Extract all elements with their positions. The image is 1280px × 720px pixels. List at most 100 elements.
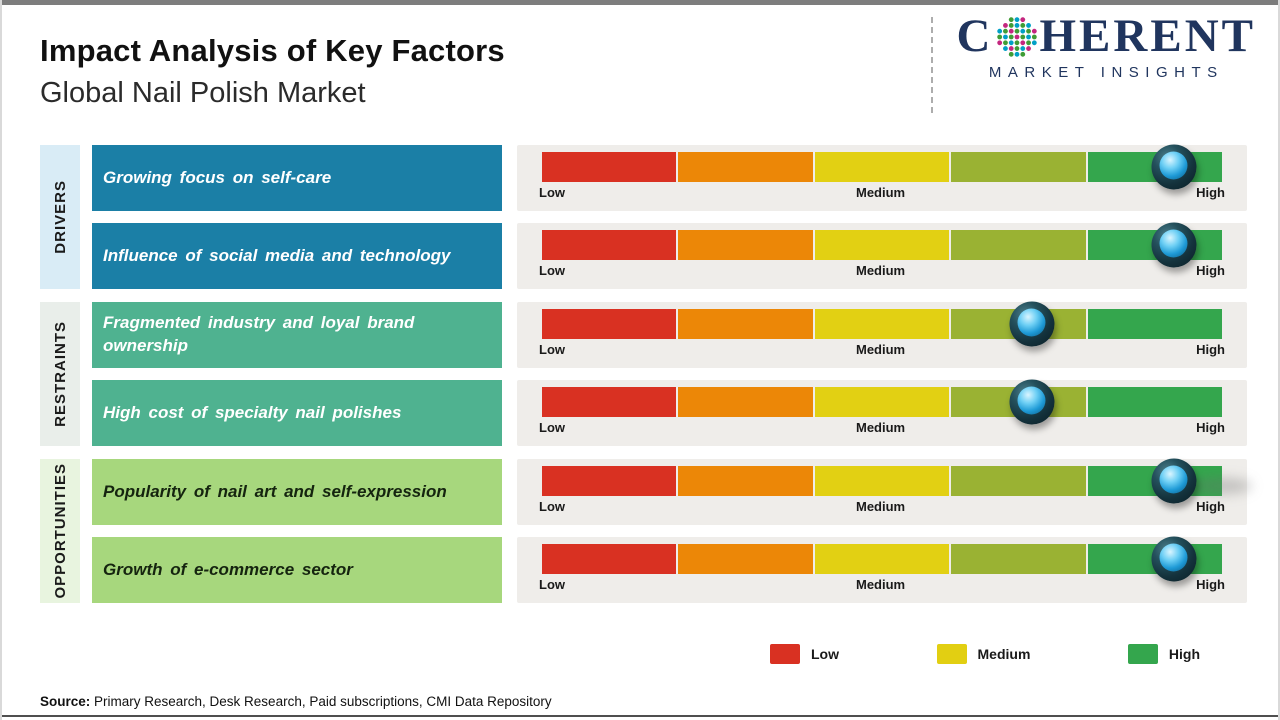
scale-labels: Low Medium High: [539, 577, 1225, 592]
factor-row: Growth of e-commerce sector Low: [92, 536, 1247, 603]
legend-item-high: High: [1127, 644, 1200, 664]
header-divider: [930, 17, 933, 113]
bar-segment-low: [542, 152, 677, 182]
factor-box: Popularity of nail art and self-expressi…: [92, 459, 502, 525]
scale-label-low: Low: [539, 499, 565, 514]
bar-segment-medium: [814, 466, 950, 496]
group-restraints: RESTRAINTS Fragmented industry and loyal…: [40, 301, 1247, 446]
factor-box: Fragmented industry and loyal brand owne…: [92, 302, 502, 368]
scale-labels: Low Medium High: [539, 263, 1225, 278]
legend-swatch-medium: [936, 644, 967, 664]
category-label-opportunities: OPPORTUNITIES: [51, 463, 69, 599]
scale-label-medium: Medium: [855, 577, 906, 592]
impact-marker: [1009, 379, 1055, 425]
impact-bar-panel: Low Medium High: [517, 536, 1247, 603]
bar-segment-low-mid: [678, 466, 813, 496]
scale-label-high: High: [1196, 185, 1225, 200]
group-opportunities: OPPORTUNITIES Popularity of nail art and…: [40, 458, 1252, 603]
factor-box: Growing focus on self-care: [92, 145, 502, 211]
bar-segment-low-mid: [678, 387, 813, 417]
logo-letters-herent: HERENT: [1039, 10, 1256, 62]
bar-segment-high: [1087, 309, 1223, 339]
legend-item-medium: Medium: [936, 644, 1031, 664]
page-subtitle: Global Nail Polish Market: [40, 77, 366, 109]
impact-marker: [1151, 536, 1197, 582]
scale-label-low: Low: [539, 420, 565, 435]
impact-marker-core: [1159, 151, 1188, 180]
top-border-bar: [2, 0, 1278, 5]
scale-label-low: Low: [539, 185, 565, 200]
impact-bar: [542, 379, 1223, 425]
impact-marker-core: [1159, 543, 1188, 572]
legend: Low Medium High: [770, 644, 1200, 664]
legend-label-high: High: [1168, 646, 1200, 662]
impact-bar: [542, 222, 1223, 268]
scale-label-medium: Medium: [855, 342, 906, 357]
bar-segment-mid-high: [951, 466, 1086, 496]
factor-row: High cost of specialty nail polishes: [92, 379, 1247, 446]
impact-marker-core: [1017, 308, 1046, 337]
impact-chart: DRIVERS Growing focus on self-care: [40, 144, 1252, 603]
header: Impact Analysis of Key Factors Global Na…: [2, 5, 1278, 140]
scale-label-high: High: [1196, 499, 1225, 514]
impact-bar: [542, 144, 1223, 190]
factor-label: Popularity of nail art and self-expressi…: [103, 481, 447, 501]
category-strip-restraints: RESTRAINTS: [40, 302, 80, 446]
impact-bar: [542, 536, 1223, 582]
bar-segment-medium: [814, 309, 950, 339]
factor-label: Influence of social media and technology: [103, 245, 451, 265]
title-block: Impact Analysis of Key Factors Global Na…: [2, 5, 505, 140]
bar-shadow: [1190, 478, 1252, 494]
legend-label-medium: Medium: [977, 646, 1031, 662]
logo-wordmark: C HERENT: [957, 13, 1256, 60]
scale-labels: Low Medium High: [539, 420, 1225, 435]
category-label-drivers: DRIVERS: [51, 180, 69, 254]
impact-bar: [542, 301, 1223, 347]
factor-box: High cost of specialty nail polishes: [92, 380, 502, 446]
impact-bar-panel: Low Medium High: [517, 144, 1247, 211]
source-label: Source:: [40, 694, 91, 709]
scale-labels: Low Medium High: [539, 185, 1225, 200]
impact-marker: [1151, 222, 1197, 268]
legend-swatch-high: [1127, 644, 1158, 664]
factor-row: Popularity of nail art and self-expressi…: [92, 458, 1252, 525]
category-strip-opportunities: OPPORTUNITIES: [40, 459, 80, 603]
bar-segment-medium: [814, 544, 950, 574]
logo-letter-c: C: [956, 10, 994, 62]
source-text: Primary Research, Desk Research, Paid su…: [90, 694, 552, 709]
impact-bar-panel: Low Medium High: [517, 222, 1247, 289]
logo: C HERENT MARKET INSI: [957, 13, 1256, 82]
bar-segment-low-mid: [678, 230, 813, 260]
brand-logo: C HERENT MARKET INSI: [930, 5, 1278, 140]
impact-marker-core: [1017, 386, 1046, 415]
category-label-restraints: RESTRAINTS: [51, 321, 69, 427]
legend-label-low: Low: [811, 646, 839, 662]
factor-row: Growing focus on self-care Low: [92, 144, 1247, 211]
scale-labels: Low Medium High: [539, 342, 1225, 357]
bar-segment-mid-high: [951, 230, 1086, 260]
page-title: Impact Analysis of Key Factors: [40, 33, 505, 68]
factor-row: Fragmented industry and loyal brand owne…: [92, 301, 1247, 368]
factor-row: Influence of social media and technology: [92, 222, 1247, 289]
bar-segment-low: [542, 387, 677, 417]
factor-box: Growth of e-commerce sector: [92, 537, 502, 603]
impact-bar-panel: Low Medium High: [517, 301, 1247, 368]
impact-bar-panel: Low Medium High: [517, 458, 1252, 525]
impact-marker: [1151, 144, 1197, 190]
bar-segment-low: [542, 466, 677, 496]
bar-segment-medium: [814, 152, 950, 182]
source-note: Source: Primary Research, Desk Research,…: [40, 694, 552, 709]
scale-label-low: Low: [539, 342, 565, 357]
bar-segment-low-mid: [678, 544, 813, 574]
scale-label-medium: Medium: [855, 263, 906, 278]
globe-dots-icon: [996, 16, 1037, 57]
scale-label-high: High: [1196, 420, 1225, 435]
impact-marker: [1009, 301, 1055, 347]
impact-bar: [542, 458, 1252, 504]
bar-segment-medium: [814, 387, 950, 417]
factor-box: Influence of social media and technology: [92, 223, 502, 289]
legend-item-low: Low: [770, 644, 839, 664]
scale-label-high: High: [1196, 342, 1225, 357]
bar-segment-medium: [814, 230, 950, 260]
